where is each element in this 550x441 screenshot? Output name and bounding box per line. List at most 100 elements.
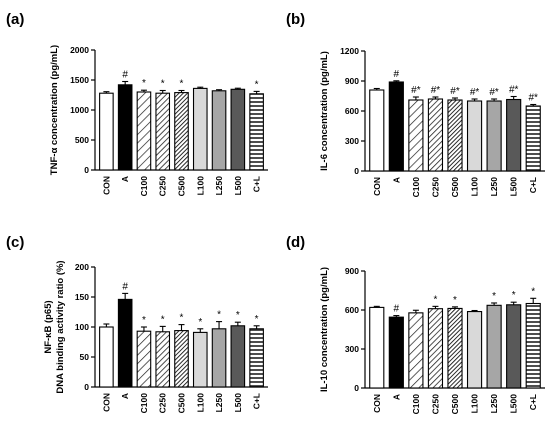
panel-4: (d) 0 300 600 900 IL-10 concentration (pg/mL)… [286,234,545,414]
bar-l500 [506,304,522,389]
y-tick-label: 1000 [70,105,89,115]
significance-mark: * [217,310,221,321]
bar-c100 [408,312,424,389]
y-tick-label: 900 [345,266,359,276]
bar-c250 [155,92,171,171]
bar-a [388,316,404,389]
category-label: L250 [214,393,224,413]
category-label: A [391,394,401,400]
bar-con [369,89,385,172]
bar-a [117,84,133,171]
category-label: C100 [139,393,149,414]
y-axis-label: DNA binding activity ratio (%) [55,260,66,393]
significance-mark: * [255,79,259,90]
significance-mark: * [531,286,535,297]
panel-1: (a) 0 500 1000 1500 2000 TNF-α concentration (… [6,11,268,196]
category-label: L500 [233,393,243,413]
category-label: A [391,177,401,183]
category-label: L100 [195,176,205,196]
significance-mark: * [142,78,146,89]
y-axis-label: IL-6 concentration (pg/mL) [319,51,330,171]
category-label: L250 [489,394,499,414]
bar-cplusl [525,105,541,172]
category-label: C100 [411,394,421,415]
bar-cplusl [525,302,541,389]
category-label: CON [101,176,111,195]
category-label: C100 [411,177,421,198]
bar-con [369,306,385,389]
y-tick-label: 2000 [70,45,89,55]
y-tick-label: 300 [345,136,359,146]
bar-l500 [506,98,522,172]
bar-l500 [230,88,246,171]
significance-mark: * [512,290,516,301]
bar-c250 [155,331,171,388]
significance-mark: # [394,304,400,315]
category-label: L100 [470,177,480,197]
bar-l100 [466,100,483,172]
bar-l250 [486,100,502,172]
category-label: A [120,393,130,399]
significance-mark: * [255,314,259,325]
category-label: CON [101,393,111,412]
bar-l250 [211,328,227,388]
y-tick-label: 100 [75,322,89,332]
panel-label: (b) [286,11,305,28]
y-tick-label: 900 [345,76,359,86]
y-tick-label: 50 [80,352,90,362]
bar-c500 [174,330,189,388]
category-label: C+L [252,176,262,192]
bar-c100 [408,99,424,172]
bar-l100 [192,87,208,171]
significance-mark: * [198,317,202,328]
category-label: C250 [158,176,168,197]
significance-mark: #* [411,85,421,96]
y-axis-label: IL-10 concentration (pg/mL) [319,267,330,392]
category-label: L100 [470,394,480,414]
y-tick-label: 300 [345,344,359,354]
category-label: C500 [450,394,460,415]
category-label: L500 [233,176,243,196]
category-label: C250 [430,394,440,415]
significance-mark: * [453,295,457,306]
significance-mark: * [180,313,184,324]
bar-cplusl [249,328,264,388]
bar-c500 [174,92,189,171]
significance-mark: * [236,310,240,321]
bar-c100 [136,330,152,388]
significance-mark: * [180,79,184,90]
category-label: C+L [252,393,262,409]
y-tick-label: 500 [75,135,89,145]
y-tick-label: 0 [84,382,89,392]
category-label: C+L [528,394,538,410]
panel-label: (a) [6,11,24,28]
y-tick-label: 1500 [70,75,89,85]
bar-c250 [427,98,444,172]
category-label: C500 [177,393,187,414]
panel-3: (c) 0 50 100 150 200 NF-κB (p65) DNA binding ac… [6,234,268,413]
significance-mark: * [161,79,165,90]
bar-c500 [447,307,463,389]
y-tick-label: 0 [354,166,359,176]
bar-con [99,326,114,388]
category-label: L100 [195,393,205,413]
bar-l100 [192,331,208,388]
category-label: C250 [158,393,168,414]
panel-label: (d) [286,234,305,251]
bar-l100 [466,311,483,389]
bar-l500 [230,325,246,388]
significance-mark: # [122,281,128,292]
bar-l250 [211,90,227,171]
bar-a [388,81,404,172]
category-label: L500 [509,394,519,414]
significance-mark: #* [431,85,441,96]
category-label: C500 [450,177,460,198]
y-tick-label: 1200 [340,46,359,56]
y-tick-label: 600 [345,305,359,315]
category-label: C100 [139,176,149,197]
significance-mark: #* [528,93,538,104]
category-label: C250 [430,177,440,198]
significance-mark: #* [509,85,519,96]
bar-l250 [486,304,502,389]
